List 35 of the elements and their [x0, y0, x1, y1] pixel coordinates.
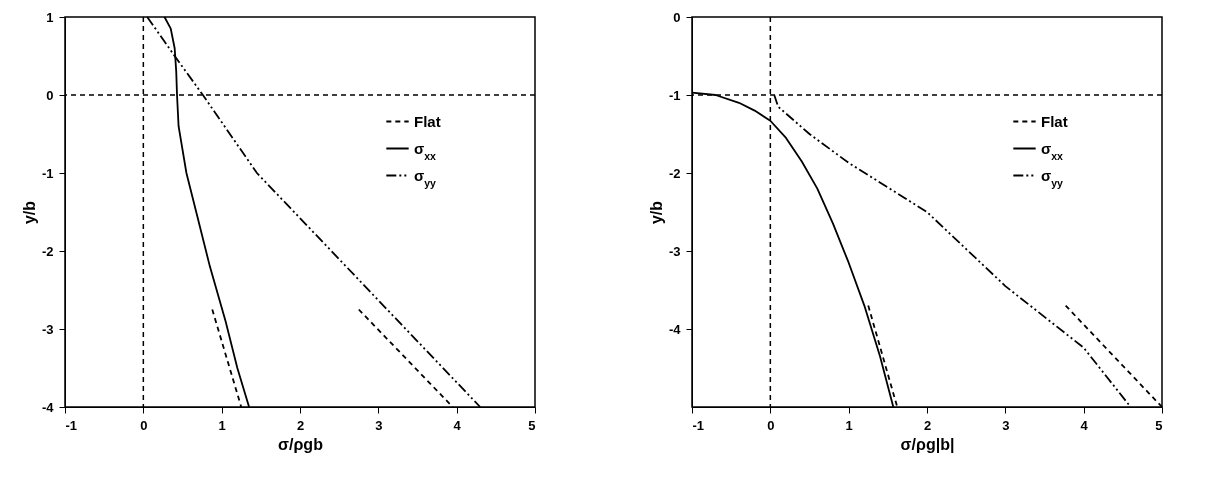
x-axis-title: σ/ρgb [278, 435, 324, 453]
x-tick-label: 0 [140, 417, 148, 433]
x-tick-label: 3 [375, 417, 383, 433]
x-tick-label: -1 [65, 417, 78, 433]
y-axis-title: y/b [647, 200, 665, 225]
legend-label: Flat [1041, 112, 1068, 130]
y-axis-title: y/b [20, 200, 38, 225]
y-tick-label: -1 [668, 87, 681, 103]
x-tick-label: 4 [1080, 417, 1089, 433]
legend-label: σ$_{xx}$ [414, 139, 437, 162]
y-tick-label: -1 [41, 165, 54, 181]
y-tick-label: -2 [41, 243, 54, 259]
y-tick-label: -3 [41, 321, 54, 337]
x-tick-label: 5 [528, 417, 536, 433]
x-tick-label: 4 [453, 417, 462, 433]
x-axis-title: σ/ρg|b| [900, 435, 955, 453]
x-tick-label: -1 [692, 417, 705, 433]
x-tick-label: 5 [1155, 417, 1163, 433]
y-tick-label: -4 [668, 321, 682, 337]
y-tick-label: 0 [46, 87, 54, 103]
legend-label: σ$_{yy}$ [414, 166, 437, 189]
x-tick-label: 2 [296, 417, 305, 433]
legend-label: σ$_{xx}$ [1041, 139, 1064, 162]
y-tick-label: 0 [673, 9, 681, 25]
x-tick-label: 2 [923, 417, 932, 433]
x-tick-label: 0 [767, 417, 775, 433]
x-tick-label: 1 [218, 417, 226, 433]
x-tick-label: 3 [1002, 417, 1010, 433]
y-tick-label: -3 [668, 243, 681, 259]
y-tick-label: -2 [668, 165, 681, 181]
x-tick-label: 1 [845, 417, 853, 433]
legend-label: σ$_{yy}$ [1041, 166, 1064, 189]
legend-label: Flat [414, 112, 441, 130]
y-tick-label: -4 [41, 399, 55, 415]
y-tick-label: 1 [46, 9, 54, 25]
